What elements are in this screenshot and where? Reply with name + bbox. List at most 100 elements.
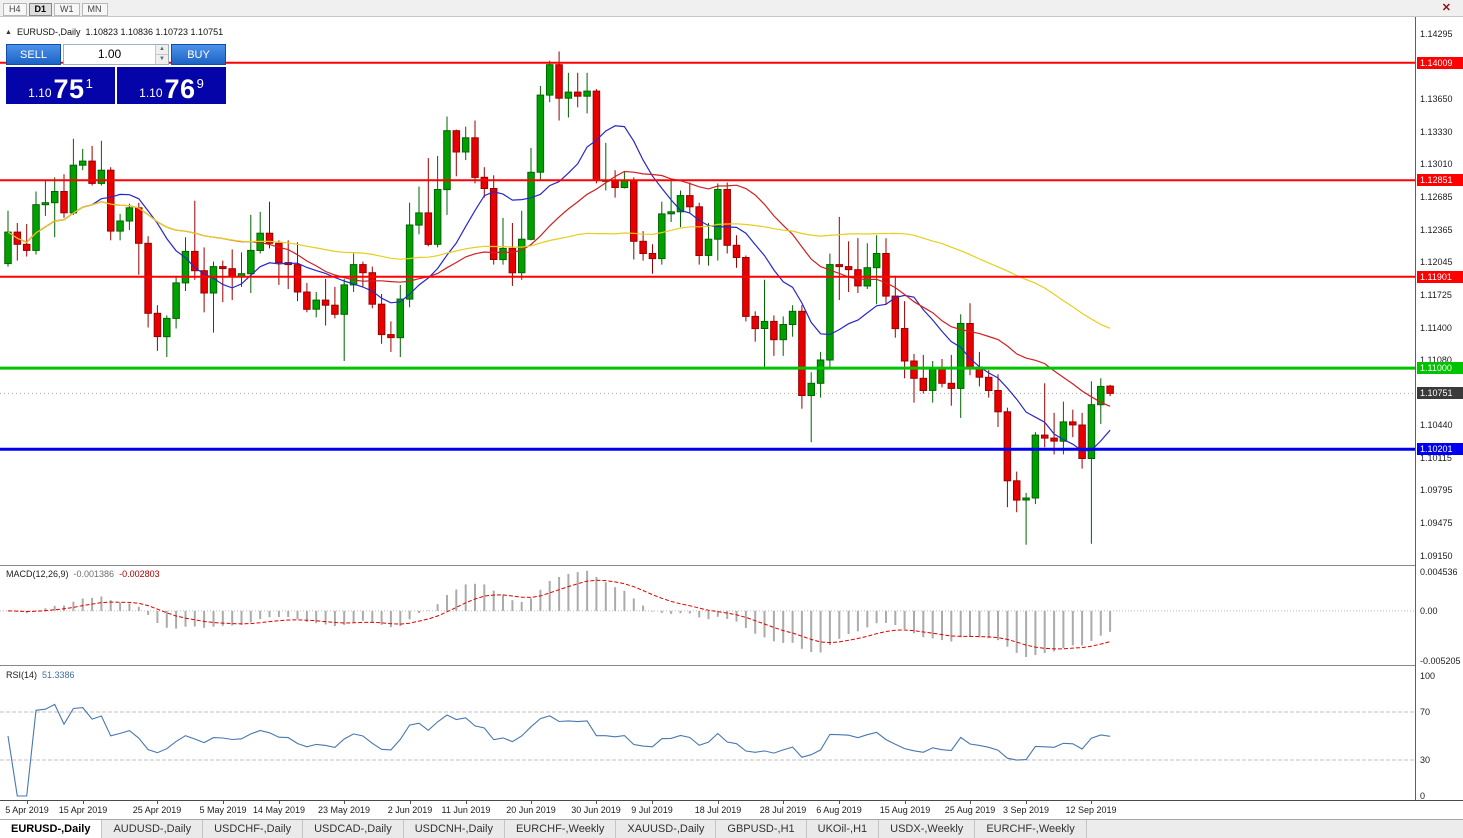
- hline-price-label: 1.14009: [1417, 57, 1463, 69]
- rsi-tick: 30: [1420, 755, 1431, 765]
- time-tick-mark: [466, 801, 467, 804]
- sell-price-pips: 75: [53, 74, 85, 104]
- hline-price-label: 1.10201: [1417, 443, 1463, 455]
- lot-decrease-icon[interactable]: ▼: [156, 54, 168, 64]
- macd-name: MACD(12,26,9): [6, 569, 69, 579]
- time-tick-mark: [1026, 801, 1027, 804]
- chart-header: ▲ EURUSD-,Daily 1.10823 1.10836 1.10723 …: [5, 27, 223, 37]
- tab-eurchf-weekly[interactable]: EURCHF-,Weekly: [975, 820, 1087, 838]
- tab-usdx-weekly[interactable]: USDX-,Weekly: [879, 820, 976, 838]
- one-click-trading-panel: SELL 1.00 ▲ ▼ BUY 1.10 75 1 1.10: [6, 44, 226, 104]
- sell-button[interactable]: SELL: [6, 44, 61, 65]
- buy-price-display[interactable]: 1.10 76 9: [117, 67, 226, 104]
- time-tick-mark: [783, 801, 784, 804]
- tab-eurchf-weekly[interactable]: EURCHF-,Weekly: [504, 820, 617, 838]
- price-tick: 1.14295: [1420, 29, 1453, 39]
- macd-tick: 0.00: [1420, 606, 1438, 616]
- price-tick: 1.09475: [1420, 518, 1453, 528]
- time-label: 14 May 2019: [252, 805, 306, 815]
- time-tick-mark: [970, 801, 971, 804]
- time-tick-mark: [279, 801, 280, 804]
- price-tick: 1.12685: [1420, 192, 1453, 202]
- time-tick-mark: [1091, 801, 1092, 804]
- price-tick: 1.13330: [1420, 127, 1453, 137]
- time-tick-mark: [905, 801, 906, 804]
- time-label: 20 Jun 2019: [506, 805, 556, 815]
- price-tick: 1.11400: [1420, 323, 1452, 333]
- lot-increase-icon[interactable]: ▲: [156, 45, 168, 54]
- chart-area: 1.14295 1.13650 1.13330 1.13010 1.12685 1.123…: [0, 17, 1463, 819]
- close-icon[interactable]: ✕: [1441, 2, 1451, 14]
- time-tick-mark: [652, 801, 653, 804]
- time-label: 5 May 2019: [199, 805, 247, 815]
- chart-tabs: EURUSD-,Daily AUDUSD-,Daily USDCHF-,Daily U…: [0, 819, 1463, 838]
- time-label: 3 Sep 2019: [1002, 805, 1050, 815]
- time-tick-mark: [83, 801, 84, 804]
- macd-signal-value: -0.002803: [119, 569, 160, 579]
- tab-xauusd-daily[interactable]: XAUUSD-,Daily: [616, 820, 717, 838]
- rsi-name: RSI(14): [6, 670, 38, 680]
- price-tick: 1.12365: [1420, 225, 1453, 235]
- time-label: 30 Jun 2019: [571, 805, 621, 815]
- sell-price-display[interactable]: 1.10 75 1: [6, 67, 115, 104]
- time-tick-mark: [344, 801, 345, 804]
- timeframe-w1[interactable]: W1: [54, 3, 80, 16]
- chart-plot[interactable]: [0, 17, 1415, 800]
- buy-price-point: 9: [196, 76, 204, 91]
- tab-usdchf-daily[interactable]: USDCHF-,Daily: [203, 820, 304, 838]
- price-tick: 1.11725: [1420, 290, 1452, 300]
- time-label: 28 Jul 2019: [759, 805, 807, 815]
- macd-tick: -0.005205: [1420, 656, 1461, 666]
- rsi-tick: 70: [1420, 707, 1431, 717]
- price-tick: 1.10115: [1420, 453, 1452, 463]
- hline-price-label: 1.11901: [1417, 271, 1463, 283]
- macd-indicator-label: MACD(12,26,9) -0.001386 -0.002803: [6, 569, 160, 579]
- timeframe-toolbar: H4 D1 W1 MN ✕: [0, 0, 1463, 17]
- time-label: 15 Apr 2019: [58, 805, 108, 815]
- buy-button[interactable]: BUY: [171, 44, 226, 65]
- tab-ukoil-h1[interactable]: UKOil-,H1: [806, 820, 880, 838]
- tab-eurusd-daily[interactable]: EURUSD-,Daily: [0, 820, 103, 838]
- price-tick: 1.09795: [1420, 485, 1453, 495]
- price-axis[interactable]: 1.14295 1.13650 1.13330 1.13010 1.12685 1.123…: [1415, 17, 1463, 801]
- sell-price-prefix: 1.10: [28, 86, 52, 100]
- time-axis[interactable]: 5 Apr 2019 15 Apr 2019 25 Apr 2019 5 May 20…: [0, 800, 1463, 819]
- macd-main-value: -0.001386: [73, 569, 115, 579]
- rsi-indicator-label: RSI(14) 51.3386: [6, 670, 75, 680]
- price-tick: 1.13650: [1420, 94, 1453, 104]
- time-label: 23 May 2019: [317, 805, 371, 815]
- time-label: 11 Jun 2019: [441, 805, 491, 815]
- time-tick-mark: [410, 801, 411, 804]
- timeframe-h4[interactable]: H4: [3, 3, 27, 16]
- price-tick: 1.13010: [1420, 159, 1453, 169]
- price-tick: 1.11080: [1420, 355, 1452, 365]
- lot-value[interactable]: 1.00: [97, 47, 122, 61]
- price-tick: 1.09150: [1420, 551, 1453, 561]
- rsi-tick: 0: [1420, 791, 1426, 801]
- time-label: 15 Aug 2019: [879, 805, 931, 815]
- tab-usdcnh-daily[interactable]: USDCNH-,Daily: [403, 820, 505, 838]
- tab-gbpusd-h1[interactable]: GBPUSD-,H1: [716, 820, 807, 838]
- time-tick-mark: [596, 801, 597, 804]
- tab-usdcad-daily[interactable]: USDCAD-,Daily: [303, 820, 404, 838]
- lot-size-field[interactable]: 1.00 ▲ ▼: [63, 44, 169, 65]
- current-price-label: 1.10751: [1417, 387, 1463, 399]
- time-label: 18 Jul 2019: [694, 805, 742, 815]
- time-label: 12 Sep 2019: [1065, 805, 1117, 815]
- tab-audusd-daily[interactable]: AUDUSD-,Daily: [102, 820, 204, 838]
- one-click-collapse-icon[interactable]: ▲: [5, 28, 12, 36]
- chart-title: EURUSD-,Daily: [16, 27, 81, 37]
- sell-price-point: 1: [85, 76, 93, 91]
- buy-price-prefix: 1.10: [139, 86, 163, 100]
- time-label: 5 Apr 2019: [5, 805, 49, 815]
- time-tick-mark: [531, 801, 532, 804]
- macd-tick: 0.004536: [1420, 567, 1458, 577]
- timeframe-d1[interactable]: D1: [28, 3, 53, 16]
- hline-price-label: 1.11000: [1417, 362, 1463, 374]
- hline-price-label: 1.12851: [1417, 174, 1463, 186]
- chart-ohlc: 1.10823 1.10836 1.10723 1.10751: [85, 27, 224, 37]
- time-tick-mark: [157, 801, 158, 804]
- lot-spinner: ▲ ▼: [155, 45, 168, 64]
- time-tick-mark: [718, 801, 719, 804]
- timeframe-mn[interactable]: MN: [81, 3, 108, 16]
